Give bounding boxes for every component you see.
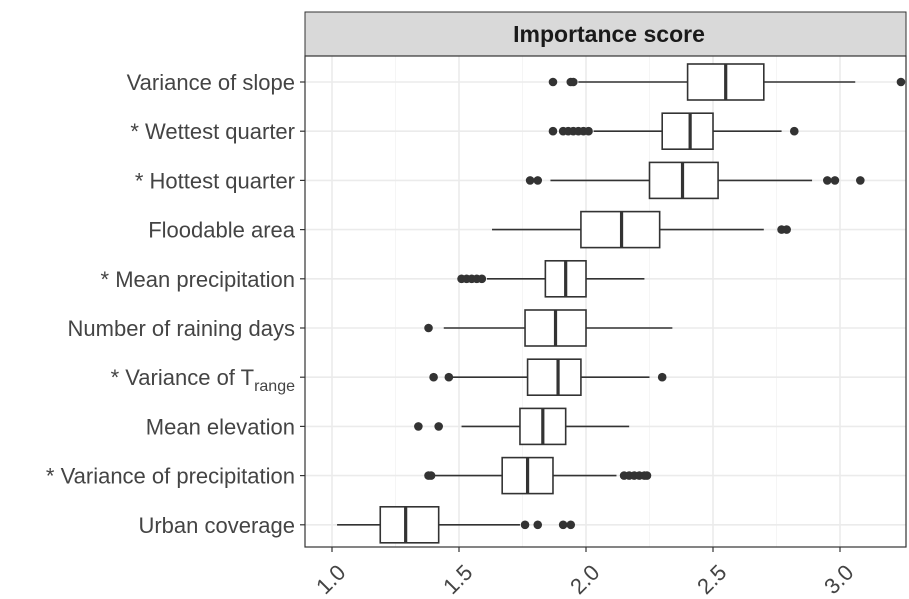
- outlier-point: [426, 471, 436, 480]
- box-row: [424, 456, 652, 495]
- box-iqr: [379, 505, 440, 544]
- outlier-point: [584, 126, 593, 136]
- outlier-point: [657, 372, 667, 382]
- outlier-point: [856, 176, 865, 185]
- outlier-point: [477, 274, 487, 284]
- outlier-point: [566, 520, 576, 530]
- outlier-point: [424, 323, 433, 333]
- box-row: [457, 259, 645, 298]
- y-axis: Variance of slope * Wettest quarter * Hott…: [46, 70, 305, 538]
- y-tick-label: Variance of slope: [127, 70, 295, 95]
- y-tick-label-subscript: range: [254, 378, 295, 395]
- y-tick-label-text: Urban coverage: [138, 513, 295, 538]
- y-tick-label: * Wettest quarter: [130, 119, 295, 144]
- y-tick-label-text: Variance of slope: [127, 70, 295, 95]
- outlier-point: [896, 77, 906, 87]
- outlier-point: [533, 176, 543, 185]
- facet-strip-title: Importance score: [513, 21, 705, 47]
- y-tick-label-text: Floodable area: [148, 218, 296, 243]
- outlier-point: [823, 176, 832, 185]
- outlier-point: [429, 372, 438, 382]
- outlier-point: [569, 77, 578, 87]
- box-series: [337, 63, 906, 544]
- outlier-point: [789, 126, 799, 136]
- outlier-point: [525, 176, 535, 185]
- outlier-point: [830, 176, 840, 185]
- box-row: [525, 161, 865, 200]
- outlier-point: [558, 520, 568, 530]
- box-iqr: [661, 112, 714, 150]
- y-tick-label: Number of raining days: [68, 316, 295, 341]
- y-tick-label: Urban coverage: [138, 513, 295, 538]
- y-tick-label: * Variance of Trange: [111, 365, 296, 395]
- box-iqr: [526, 358, 582, 397]
- y-tick-label-text: Number of raining days: [68, 316, 295, 341]
- y-tick-label-text: * Variance of precipitation: [46, 464, 295, 489]
- box-row: [492, 210, 791, 249]
- y-tick-label: * Hottest quarter: [135, 168, 295, 193]
- facet-strip: [304, 11, 907, 57]
- y-tick-label-text: * Variance of T: [111, 365, 254, 390]
- outlier-point: [548, 126, 558, 136]
- y-tick-label-text: * Mean precipitation: [101, 267, 295, 292]
- outlier-point: [414, 422, 423, 431]
- y-tick-label: * Mean precipitation: [101, 267, 295, 292]
- y-tick-label: Mean elevation: [146, 414, 295, 439]
- plot-panel-border: [304, 55, 907, 548]
- outlier-point: [782, 225, 791, 234]
- outlier-point: [444, 372, 454, 382]
- y-tick-label: * Variance of precipitation: [46, 464, 295, 489]
- box-row: [337, 505, 576, 544]
- box-row: [429, 358, 667, 397]
- y-tick-label: Floodable area: [148, 218, 296, 243]
- outlier-point: [520, 520, 530, 530]
- box-row: [424, 309, 673, 347]
- outlier-point: [434, 422, 443, 431]
- outlier-point: [533, 520, 543, 530]
- outlier-point: [548, 77, 558, 87]
- y-tick-label-text: * Wettest quarter: [130, 119, 295, 144]
- y-tick-label-text: * Hottest quarter: [135, 168, 295, 193]
- box-row: [548, 112, 799, 150]
- y-tick-label-text: Mean elevation: [146, 414, 295, 439]
- box-row: [548, 63, 906, 101]
- box-row: [414, 407, 630, 446]
- outlier-point: [642, 471, 652, 480]
